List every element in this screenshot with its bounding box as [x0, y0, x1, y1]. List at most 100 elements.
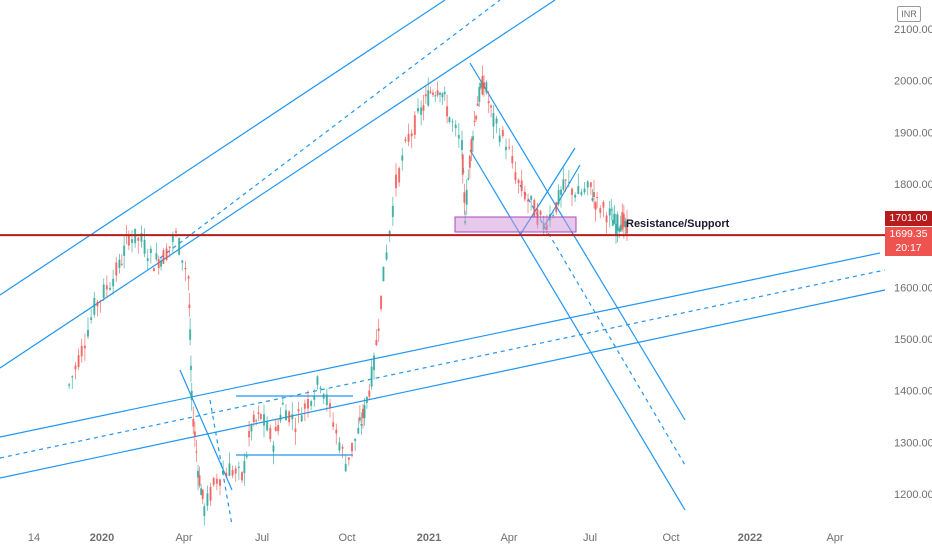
candle-body-50 — [198, 475, 201, 486]
trend-line-1 — [0, 0, 446, 296]
candle-body-165 — [492, 113, 495, 127]
candle-body-82 — [285, 410, 287, 421]
candle-body-199 — [593, 192, 595, 198]
trend-line-5 — [0, 289, 886, 479]
candle-body-200 — [594, 202, 597, 210]
candle-body-115 — [377, 328, 380, 331]
candle-body-112 — [370, 366, 373, 387]
candle-body-136 — [436, 90, 439, 96]
candle-body-192 — [574, 194, 577, 198]
candle-body-176 — [527, 199, 529, 202]
candle-body-1 — [68, 384, 71, 386]
candle-body-214 — [622, 214, 625, 227]
y-axis: 2100.00 2000.00 1900.00 1800.00 1600.00 1500.… — [894, 24, 932, 501]
candle-body-6 — [83, 345, 86, 349]
candle-body-98 — [335, 429, 338, 434]
candle-body-209 — [615, 223, 617, 236]
candle-body-144 — [457, 134, 460, 139]
x-tick-label: 2021 — [417, 532, 441, 544]
candle-body-130 — [422, 105, 425, 111]
candle-body-39 — [181, 260, 184, 263]
candle-body-88 — [303, 403, 306, 409]
candle-body-174 — [520, 180, 523, 192]
candle-body-125 — [407, 133, 410, 142]
candle-body-77 — [272, 445, 275, 452]
candle-body-187 — [560, 189, 562, 195]
candle-body-164 — [490, 105, 493, 108]
candle-body-190 — [567, 181, 570, 183]
candle-body-135 — [434, 95, 437, 97]
candle-body-213 — [621, 212, 624, 230]
y-tick-label: 1300.00 — [894, 437, 932, 449]
candle-body-87 — [300, 415, 303, 422]
y-tick-label: 1600.00 — [894, 282, 932, 294]
candle-body-43 — [189, 329, 192, 340]
candle-body-85 — [294, 428, 297, 432]
candle-body-9 — [93, 297, 96, 315]
candle-body-127 — [413, 115, 416, 135]
y-tick-label: 1900.00 — [894, 127, 932, 139]
candle-body-40 — [184, 267, 187, 270]
candle-body-188 — [562, 179, 565, 190]
candle-body-159 — [479, 83, 482, 88]
candle-body-158 — [478, 86, 481, 102]
candle-body-132 — [427, 90, 430, 106]
candle-body-116 — [380, 295, 383, 310]
candle-body-210 — [616, 214, 619, 231]
candle-body-38 — [178, 238, 181, 255]
candle-body-94 — [322, 394, 325, 399]
candle-body-216 — [626, 221, 628, 234]
candle-body-147 — [462, 171, 465, 173]
trend-lines[interactable] — [0, 0, 886, 526]
candle-body-134 — [431, 92, 434, 95]
candle-body-148 — [463, 192, 466, 203]
candle-body-70 — [252, 414, 255, 422]
x-tick-label: 2022 — [738, 532, 762, 544]
candle-body-3 — [74, 365, 77, 370]
candle-body-180 — [539, 210, 542, 215]
candle-body-198 — [591, 198, 594, 201]
candle-body-62 — [231, 469, 234, 476]
candle-body-111 — [368, 390, 371, 397]
price-label: 1699.35 — [885, 227, 932, 242]
y-tick-label: 1500.00 — [894, 334, 932, 346]
candle-body-108 — [362, 408, 364, 419]
candle-body-193 — [577, 185, 580, 195]
resistance-support-zone[interactable] — [454, 216, 577, 233]
candle-body-196 — [586, 181, 589, 188]
candle-body-163 — [487, 101, 490, 104]
candle-body-101 — [344, 463, 347, 472]
candle-body-66 — [243, 460, 246, 474]
candle-body-91 — [313, 395, 316, 400]
candle-body-93 — [319, 387, 322, 389]
candle-body-205 — [608, 208, 611, 216]
candle-body-177 — [530, 195, 533, 200]
candle-body-47 — [193, 431, 196, 437]
candle-body-133 — [429, 91, 432, 93]
candle-body-13 — [105, 285, 108, 290]
y-tick-label: 2000.00 — [894, 76, 932, 88]
candle-body-208 — [613, 213, 616, 224]
candle-body-121 — [395, 174, 397, 189]
candle-body-27 — [146, 258, 149, 261]
candle-body-107 — [360, 424, 363, 426]
candle-body-146 — [461, 154, 464, 175]
candle-body-122 — [398, 168, 401, 183]
candle-body-141 — [448, 117, 451, 123]
candle-body-17 — [118, 259, 121, 268]
candle-body-106 — [358, 417, 361, 421]
candle-body-117 — [382, 266, 385, 282]
candle-body-160 — [481, 76, 484, 95]
candle-body-57 — [215, 478, 218, 484]
candle-body-28 — [149, 248, 152, 254]
candle-body-151 — [467, 178, 470, 180]
candle-body-202 — [599, 208, 602, 213]
candle-body-156 — [475, 115, 478, 120]
candle-body-118 — [385, 252, 388, 260]
candle-body-2 — [71, 376, 74, 378]
candle-body-78 — [274, 426, 277, 431]
trend-line-2 — [0, 0, 556, 369]
candle-body-99 — [338, 442, 341, 451]
candle-body-60 — [225, 472, 228, 477]
